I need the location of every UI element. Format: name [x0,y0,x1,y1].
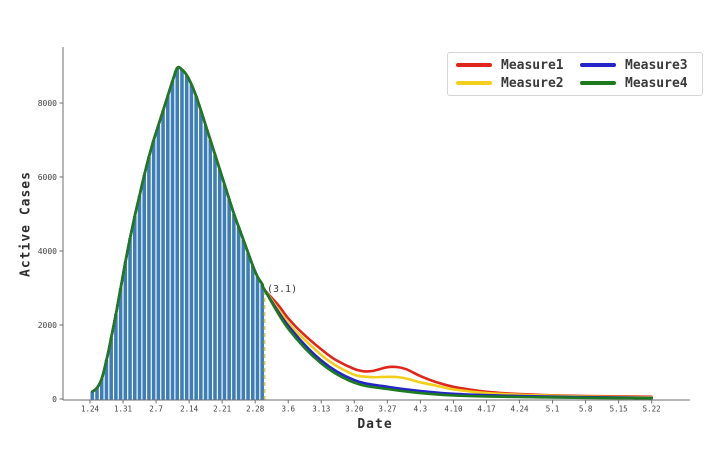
histogram-bar [123,262,128,400]
legend-label-measure1: Measure1 [501,57,564,73]
histogram-bar [114,313,118,400]
y-axis-ticks: 0 2000 4000 6000 8000 [38,99,63,404]
histogram-bar [180,69,184,400]
y-tick-label: 2000 [38,321,57,330]
histogram-bar [246,252,250,400]
histogram-bar [260,284,264,400]
histogram-bar [189,84,194,400]
histogram-bar [128,238,132,400]
legend-label-measure2: Measure2 [501,75,564,91]
y-axis-title: Active Cases [18,171,34,277]
histogram-bars [90,67,264,400]
histogram-bar [213,154,217,400]
legend-swatch-measure4 [580,81,616,85]
x-tick-label: 3.27 [378,405,396,414]
histogram-bar [175,67,180,400]
x-tick-label: 1.24 [81,405,100,414]
x-tick-label: 5.8 [579,405,593,414]
x-tick-label: 2.21 [213,405,231,414]
histogram-bar [95,387,99,400]
histogram-bar [156,125,161,400]
histogram-bar [232,214,236,400]
y-tick-label: 0 [52,395,57,404]
x-axis-ticks: 1.24 1.31 2.7 2.14 2.21 2.28 3.6 3.13 3.20 3.27 4.… [81,400,661,414]
histogram-bar [184,75,189,400]
x-tick-label: 3.20 [345,405,364,414]
histogram-bar [170,80,175,400]
histogram-bar [109,337,113,400]
x-tick-label: 5.22 [643,405,661,414]
histogram-bar [161,110,165,400]
histogram-bar [199,110,203,400]
x-tick-label: 2.14 [180,405,199,414]
legend-item-measure4: Measure4 [580,74,694,92]
x-tick-label: 5.15 [610,405,628,414]
x-tick-label: 4.3 [414,405,428,414]
series-line-measure4 [91,65,653,400]
histogram-bar [222,184,227,400]
histogram-bar [118,288,123,400]
x-tick-label: 1.31 [114,405,132,414]
legend-item-measure1: Measure1 [456,56,570,74]
histogram-bar [147,156,151,400]
x-tick-label: 3.6 [281,405,295,414]
y-tick-label: 8000 [38,99,57,108]
histogram-bar [166,95,170,400]
legend-swatch-measure3 [580,63,616,67]
y-tick-label: 6000 [38,173,57,182]
legend-swatch-measure2 [456,81,492,85]
legend-label-measure4: Measure4 [625,75,688,91]
histogram-bar [142,175,146,400]
legend-item-measure2: Measure2 [456,74,570,92]
histogram-bar [208,140,213,400]
histogram-bar [236,226,241,400]
histogram-bar [217,169,222,400]
histogram-bar [151,140,156,400]
legend-swatch-measure1 [456,63,492,67]
x-tick-label: 4.17 [477,405,495,414]
x-axis-title: Date [357,417,393,432]
x-tick-label: 4.24 [510,405,529,414]
histogram-bar [203,125,208,400]
histogram-bar [137,195,142,400]
legend-label-measure3: Measure3 [625,57,688,73]
forecast-start-annotation: (3.1) [267,284,298,295]
x-tick-label: 4.10 [444,405,463,414]
x-tick-label: 2.28 [246,405,265,414]
x-tick-label: 5.1 [546,405,560,414]
histogram-bar [227,199,231,400]
y-tick-label: 4000 [38,247,57,256]
histogram-bar [132,215,137,400]
histogram-bar [194,96,198,400]
histogram-bar [104,360,109,400]
x-tick-label: 2.7 [149,405,163,414]
x-tick-label: 3.13 [312,405,330,414]
histogram-bar [99,378,104,400]
histogram-bar [241,239,246,400]
histogram-bar [255,276,260,400]
histogram-bar [250,265,255,400]
legend: Measure1 Measure2 Measure3 Measure4 [447,52,703,96]
legend-item-measure3: Measure3 [580,56,694,74]
histogram-bar [90,391,95,400]
